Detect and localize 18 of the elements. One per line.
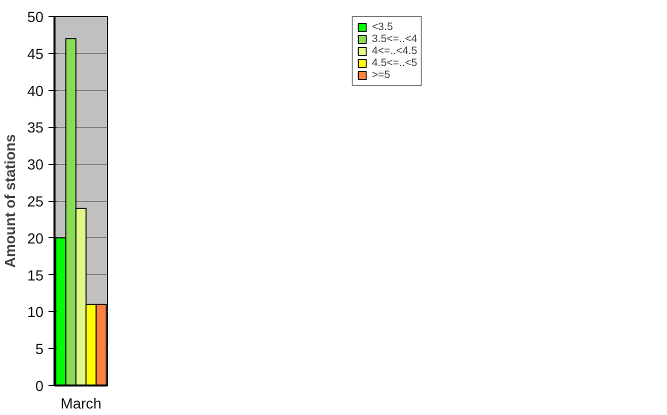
y-tick-label: 45 <box>27 46 44 63</box>
y-tick-label: 0 <box>35 379 44 395</box>
y-axis-title: Amount of stations <box>3 134 20 268</box>
y-tick-label: 35 <box>27 120 44 137</box>
y-tick-label: 25 <box>27 194 44 210</box>
y-tick-label: 50 <box>27 10 44 26</box>
y-tick-label: 20 <box>27 231 44 248</box>
x-tick-label: March <box>60 396 102 412</box>
y-tick-label: 10 <box>27 305 44 322</box>
legend-label: 3.5<=..<4 <box>372 33 418 45</box>
legend-label: <3.5 <box>372 21 393 33</box>
legend-label: 4.5<=..<5 <box>372 57 418 69</box>
legend-label: >=5 <box>372 69 392 81</box>
y-tick-label: 40 <box>27 84 44 100</box>
y-tick-label: 5 <box>35 342 44 358</box>
legend-label: 4<=..<4.5 <box>372 45 418 57</box>
y-tick-label: 30 <box>27 158 44 174</box>
y-tick-label: 15 <box>27 268 44 284</box>
